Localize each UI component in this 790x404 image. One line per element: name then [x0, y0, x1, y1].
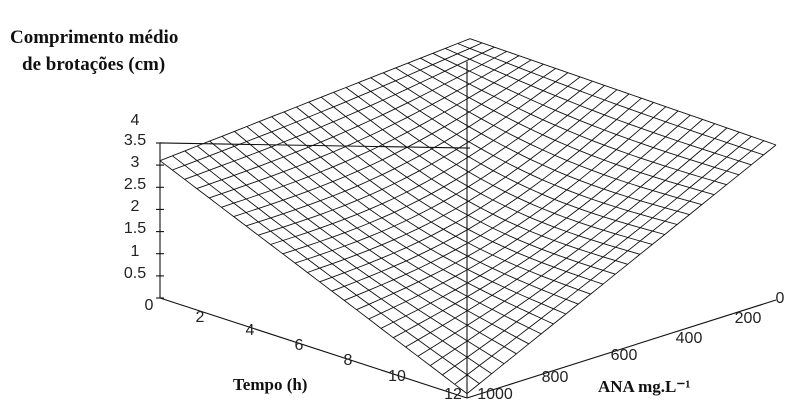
axis-line — [159, 142, 471, 149]
z-tick-label: 2.5 — [124, 176, 146, 193]
surface-line-ana — [466, 144, 777, 394]
surface-line-ana — [282, 80, 593, 255]
z-tick-label: 4 — [131, 112, 140, 129]
surface-line-tempo — [258, 121, 567, 315]
surface-line-ana — [245, 68, 556, 227]
x-tick-label: 4 — [246, 322, 255, 339]
surface-line-ana — [344, 102, 654, 301]
surface-line-ana — [405, 123, 716, 348]
surface-line-ana — [294, 85, 605, 264]
y-tick-label: 400 — [676, 330, 703, 347]
x-axis-label: Tempo (h) — [233, 375, 307, 394]
x-tick-label: 8 — [344, 352, 353, 369]
surface-line-tempo — [345, 87, 653, 245]
surface-line-ana — [307, 89, 618, 273]
z-tick-label: 1.5 — [124, 220, 146, 237]
surface-line-ana — [221, 59, 532, 208]
z-tick-label: 2 — [131, 198, 140, 215]
surface-line-tempo — [184, 150, 492, 375]
surface-line-tempo — [370, 77, 678, 225]
surface-line-ana — [331, 97, 642, 292]
y-tick-label: 600 — [611, 347, 638, 364]
x-tick-label: 6 — [295, 337, 304, 354]
y-tick-label: 200 — [735, 310, 762, 327]
surface-line-ana — [270, 76, 581, 245]
surface-line-tempo — [395, 67, 702, 206]
surface-line-tempo — [159, 160, 468, 394]
surface-line-ana — [368, 110, 679, 320]
surface-line-ana — [417, 127, 728, 357]
y-tick-label: 1000 — [477, 386, 513, 403]
surface-line-tempo — [172, 155, 480, 384]
surface-line-ana — [172, 42, 483, 171]
surface-line-ana — [196, 51, 507, 190]
surface-line-tempo — [432, 52, 740, 176]
y-tick-labels: 1000 800 600 400 200 0 — [477, 290, 784, 403]
surface-line-tempo — [296, 106, 604, 285]
surface-line-tempo — [469, 38, 777, 146]
surface-line-ana — [393, 119, 703, 339]
z-tick-labels: 4 3.5 3 2.5 2 1.5 1 0.5 — [124, 112, 146, 282]
axis-line — [159, 297, 468, 399]
surface-line-ana — [184, 46, 495, 180]
surface-line-tempo — [221, 135, 530, 345]
surface-line-ana — [159, 38, 471, 162]
surface-line-tempo — [271, 116, 579, 305]
surface-line-ana — [454, 140, 765, 385]
z-tick-label: 3 — [131, 154, 140, 171]
z-axis-label-line2: de brotações (cm) — [22, 54, 165, 75]
surface-line-ana — [233, 63, 544, 218]
surface-line-ana — [380, 114, 691, 329]
z-tick-label: 1 — [131, 243, 140, 260]
surface-line-ana — [442, 136, 752, 376]
axis-line — [466, 299, 777, 399]
surface-line-tempo — [308, 101, 616, 275]
x-tick-label: 10 — [388, 368, 406, 385]
surface-line-tempo — [420, 57, 727, 186]
surface-line-tempo — [358, 82, 665, 235]
y-axis-label: ANA mg.L⁻¹ — [598, 377, 690, 396]
surface-line-tempo — [320, 96, 628, 265]
axes-frame — [156, 61, 777, 399]
surface-line-ana — [356, 106, 667, 311]
z-tick-label: 0.5 — [124, 265, 146, 282]
surface-line-ana — [319, 93, 630, 283]
x-tick-label: 2 — [196, 309, 205, 326]
x-tick-label: 12 — [444, 386, 462, 403]
surface-line-tempo — [382, 72, 690, 216]
surface-line-tempo — [283, 111, 591, 295]
surface-line-tempo — [445, 47, 752, 166]
x-tick-label: 0 — [145, 297, 154, 314]
y-tick-label: 800 — [542, 369, 569, 386]
surface-mesh — [159, 38, 777, 394]
x-tick-labels: 0 2 4 6 8 10 12 — [145, 297, 462, 403]
surface-line-tempo — [196, 145, 505, 365]
surface-line-tempo — [457, 43, 764, 156]
z-axis-label-line1: Comprimento médio — [10, 27, 178, 48]
surface-line-tempo — [234, 131, 542, 335]
surface-line-tempo — [246, 126, 554, 325]
surface-line-tempo — [209, 140, 517, 355]
surface-line-ana — [258, 72, 569, 236]
surface-line-tempo — [333, 91, 641, 255]
surface-line-ana — [429, 131, 740, 366]
surface-line-tempo — [407, 62, 715, 196]
z-tick-label: 3.5 — [124, 132, 146, 149]
y-tick-label: 0 — [776, 290, 785, 307]
